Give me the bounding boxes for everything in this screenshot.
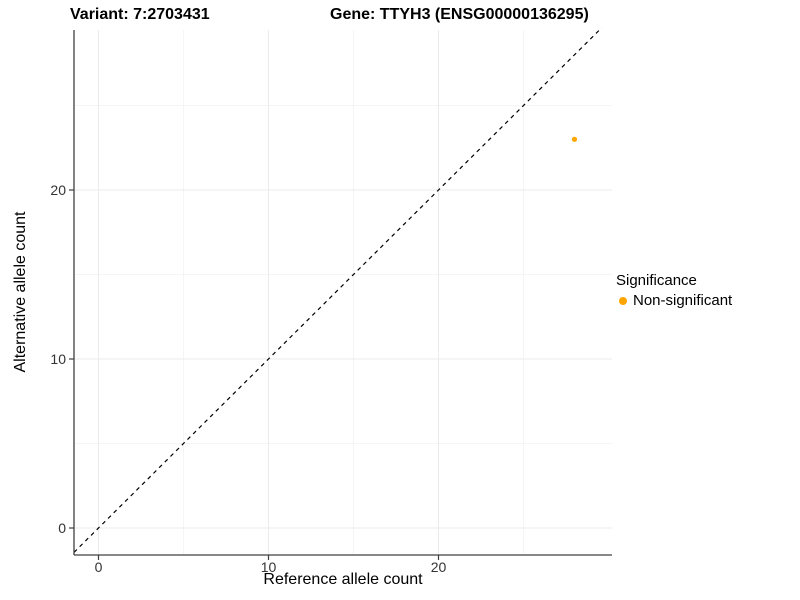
- gene-title: Gene: TTYH3 (ENSG00000136295): [330, 6, 589, 23]
- legend-item-label: Non-significant: [633, 292, 733, 309]
- y-tick-label: 10: [50, 351, 66, 367]
- legend-key-dot-icon: [619, 296, 627, 305]
- data-point: [571, 136, 578, 142]
- identity-reference-line: [73, 27, 603, 553]
- x-tick-label: 20: [430, 559, 447, 575]
- y-tick-label: 0: [58, 520, 66, 536]
- legend-items: Non-significant: [616, 291, 732, 310]
- legend-item: Non-significant: [616, 291, 732, 310]
- x-tick-label: 10: [260, 559, 277, 575]
- legend: Significance Non-significant: [616, 271, 732, 310]
- y-axis-title: Alternative allele count: [12, 211, 29, 373]
- legend-title: Significance: [616, 272, 697, 289]
- x-tick-label: 0: [94, 559, 103, 575]
- x-axis-title: Reference allele count: [263, 571, 423, 588]
- variant-title: Variant: 7:2703431: [70, 6, 210, 23]
- y-tick-label: 20: [50, 182, 66, 198]
